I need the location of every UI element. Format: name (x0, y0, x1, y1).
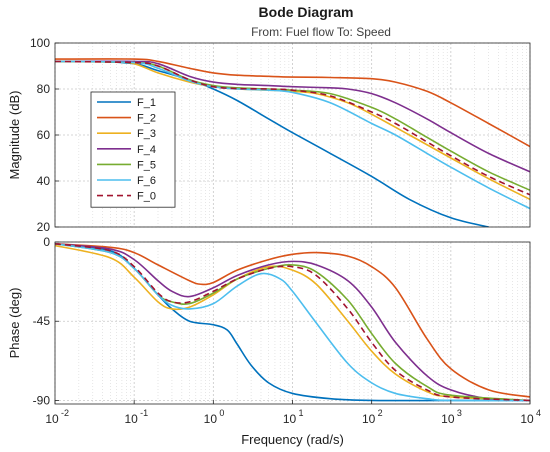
xtick-exponent: 3 (457, 408, 462, 418)
phase-ytick-label: -45 (33, 314, 51, 328)
legend-label-f1: F_1 (137, 97, 156, 109)
xtick-exponent: 4 (536, 408, 541, 418)
magnitude-line-f6 (55, 60, 530, 210)
xtick-label: 10 (124, 412, 138, 426)
phase-ytick-label: -90 (33, 393, 51, 407)
phase-line-f3 (55, 244, 530, 402)
xtick-exponent: 1 (299, 408, 304, 418)
xtick-exponent: 0 (219, 408, 224, 418)
xtick-label: 10 (441, 412, 455, 426)
legend-label-f3: F_3 (137, 128, 156, 140)
phase-line-f6 (55, 242, 530, 402)
xtick-exponent: -2 (61, 408, 69, 418)
legend-label-f5: F_5 (137, 159, 156, 171)
xtick-label: 10 (45, 412, 59, 426)
chart-subtitle: From: Fuel flow To: Speed (251, 25, 391, 39)
phase-ytick-label: 0 (43, 235, 50, 249)
magnitude-line-f4 (55, 60, 530, 173)
magnitude-ytick-label: 20 (37, 220, 51, 234)
magnitude-panel: 20 40 60 80 100 Magnitude (dB) (7, 36, 531, 234)
chart-title: Bode Diagram (259, 4, 354, 20)
phase-line-f0 (55, 242, 530, 402)
phase-line-f2 (55, 242, 530, 398)
legend-label-f0: F_0 (137, 191, 156, 203)
xtick-exponent: -1 (140, 408, 148, 418)
magnitude-ylabel: Magnitude (dB) (7, 91, 22, 180)
legend: F_1 F_2 F_3 F_4 F_5 F_6 F_0 (90, 91, 176, 208)
phase-line-f4 (55, 242, 530, 402)
magnitude-ytick-label: 60 (37, 128, 51, 142)
magnitude-series-group (55, 58, 530, 227)
xlabel: Frequency (rad/s) (241, 432, 344, 447)
xtick-label: 10 (520, 412, 534, 426)
xtick-label: 10 (204, 412, 218, 426)
xtick-label: 10 (362, 412, 376, 426)
magnitude-line-f2 (55, 58, 530, 148)
xtick-label: 10 (283, 412, 297, 426)
legend-label-f2: F_2 (137, 113, 156, 125)
phase-series-group (55, 242, 530, 402)
xtick-exponent: 2 (378, 408, 383, 418)
magnitude-ytick-label: 100 (30, 36, 50, 50)
magnitude-ytick-label: 80 (37, 82, 51, 96)
legend-label-f6: F_6 (137, 175, 156, 187)
phase-ylabel: Phase (deg) (7, 288, 22, 359)
magnitude-ytick-label: 40 (37, 174, 51, 188)
legend-label-f4: F_4 (137, 144, 156, 156)
magnitude-line-f0 (55, 60, 530, 196)
